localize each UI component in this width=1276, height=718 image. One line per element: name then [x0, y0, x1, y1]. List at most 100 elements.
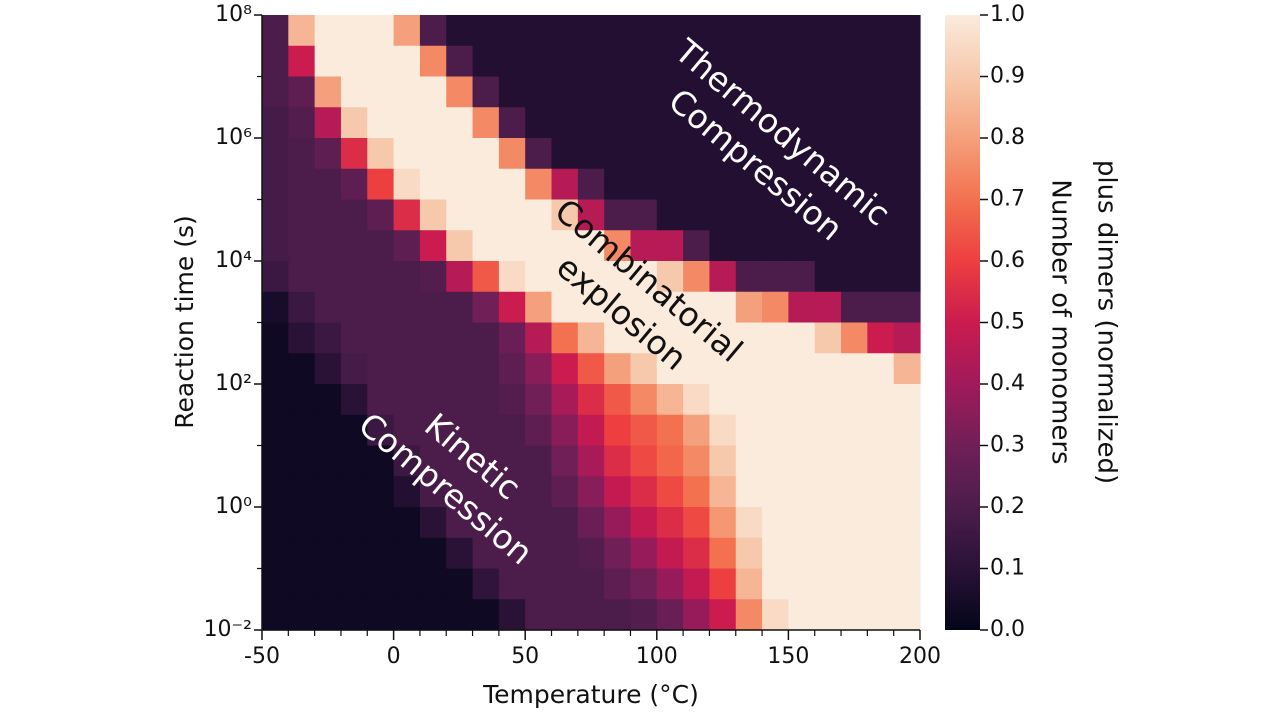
heatmap-cell: [656, 230, 684, 262]
heatmap-cell: [525, 599, 553, 631]
heatmap-cell: [893, 261, 921, 293]
heatmap-cell: [814, 476, 842, 508]
heatmap-cell: [841, 599, 868, 631]
heatmap-cell: [498, 45, 526, 78]
heatmap-cell: [709, 414, 737, 447]
heatmap-cell: [735, 230, 763, 262]
heatmap-cell: [446, 168, 474, 201]
heatmap-cell: [314, 384, 342, 416]
heatmap-cell: [841, 384, 868, 416]
heatmap-cell: [419, 168, 447, 201]
heatmap-cell: [314, 291, 342, 324]
heatmap-cell: [788, 15, 816, 47]
heatmap-cell: [630, 261, 658, 293]
heatmap-cell: [498, 230, 526, 262]
heatmap-cell: [683, 568, 711, 600]
y-tick-label: 10⁻²: [204, 617, 252, 642]
heatmap-cell: [393, 445, 421, 477]
heatmap-cell: [762, 414, 789, 447]
heatmap-cell: [656, 261, 684, 293]
heatmap-cell: [314, 45, 342, 78]
heatmap-cell: [577, 45, 605, 78]
heatmap-cell: [604, 445, 632, 477]
heatmap-cell: [472, 15, 500, 47]
heatmap-cell: [604, 199, 632, 231]
heatmap-cell: [656, 168, 684, 201]
heatmap-cell: [867, 476, 895, 508]
heatmap-cell: [841, 322, 868, 354]
heatmap-cell: [735, 568, 763, 600]
heatmap-cell: [551, 445, 579, 477]
heatmap-cell: [814, 230, 842, 262]
heatmap-cell: [393, 45, 421, 78]
heatmap-cell: [841, 445, 868, 477]
heatmap-cell: [288, 45, 316, 78]
heatmap-cell: [841, 507, 868, 539]
heatmap-cell: [630, 76, 658, 108]
heatmap-cell: [630, 568, 658, 600]
colorbar-tick-label: 0.5: [990, 310, 1025, 335]
heatmap-cell: [656, 15, 684, 47]
heatmap-cell: [393, 168, 421, 201]
heatmap-cell: [340, 568, 368, 600]
heatmap-cell: [735, 476, 763, 508]
heatmap-cell: [367, 322, 395, 354]
heatmap-cell: [472, 107, 500, 139]
heatmap-cell: [762, 476, 789, 508]
heatmap-cell: [446, 291, 474, 324]
heatmap-cell: [288, 230, 316, 262]
heatmap-cell: [419, 261, 447, 293]
heatmap-cell: [577, 322, 605, 354]
heatmap-cell: [446, 507, 474, 539]
heatmap-cell: [288, 107, 316, 139]
heatmap-cell: [841, 15, 868, 47]
heatmap-cell: [683, 15, 711, 47]
heatmap-cell: [841, 353, 868, 385]
heatmap-cell: [340, 230, 368, 262]
heatmap-cell: [604, 568, 632, 600]
heatmap-cell: [314, 353, 342, 385]
heatmap-cell: [604, 537, 632, 570]
heatmap-cell: [340, 476, 368, 508]
heatmap-cell: [393, 537, 421, 570]
heatmap-cell: [262, 322, 289, 354]
heatmap-cell: [367, 537, 395, 570]
heatmap-cell: [288, 199, 316, 231]
heatmap-cell: [262, 599, 289, 631]
heatmap-cell: [551, 76, 579, 108]
heatmap-cell: [288, 568, 316, 600]
y-axis-label: Reaction time (s): [170, 215, 199, 429]
heatmap-cell: [340, 45, 368, 78]
heatmap-cell: [683, 45, 711, 78]
heatmap-cell: [314, 568, 342, 600]
heatmap-cell: [841, 107, 868, 139]
heatmap-cell: [814, 45, 842, 78]
heatmap-cell: [630, 445, 658, 477]
heatmap-cell: [709, 476, 737, 508]
colorbar-tick-label: 0.7: [990, 187, 1025, 212]
heatmap-cell: [577, 414, 605, 447]
heatmap-cell: [288, 322, 316, 354]
heatmap-cell: [472, 230, 500, 262]
heatmap-cell: [419, 599, 447, 631]
heatmap-cell: [577, 384, 605, 416]
heatmap-cell: [288, 599, 316, 631]
heatmap-cell: [709, 15, 737, 47]
heatmap-cell: [340, 507, 368, 539]
heatmap-cell: [814, 76, 842, 108]
heatmap-cell: [762, 107, 789, 139]
heatmap-cell: [340, 199, 368, 231]
heatmap-cell: [656, 107, 684, 139]
heatmap-cell: [683, 322, 711, 354]
heatmap-cell: [762, 45, 789, 78]
heatmap-cell: [604, 261, 632, 293]
heatmap-cell: [683, 353, 711, 385]
heatmap-cell: [630, 537, 658, 570]
heatmap-cell: [867, 384, 895, 416]
heatmap-cell: [367, 476, 395, 508]
heatmap-cell: [288, 353, 316, 385]
heatmap-cell: [814, 261, 842, 293]
heatmap-cell: [630, 107, 658, 139]
heatmap-cell: [867, 168, 895, 201]
heatmap-cell: [525, 568, 553, 600]
